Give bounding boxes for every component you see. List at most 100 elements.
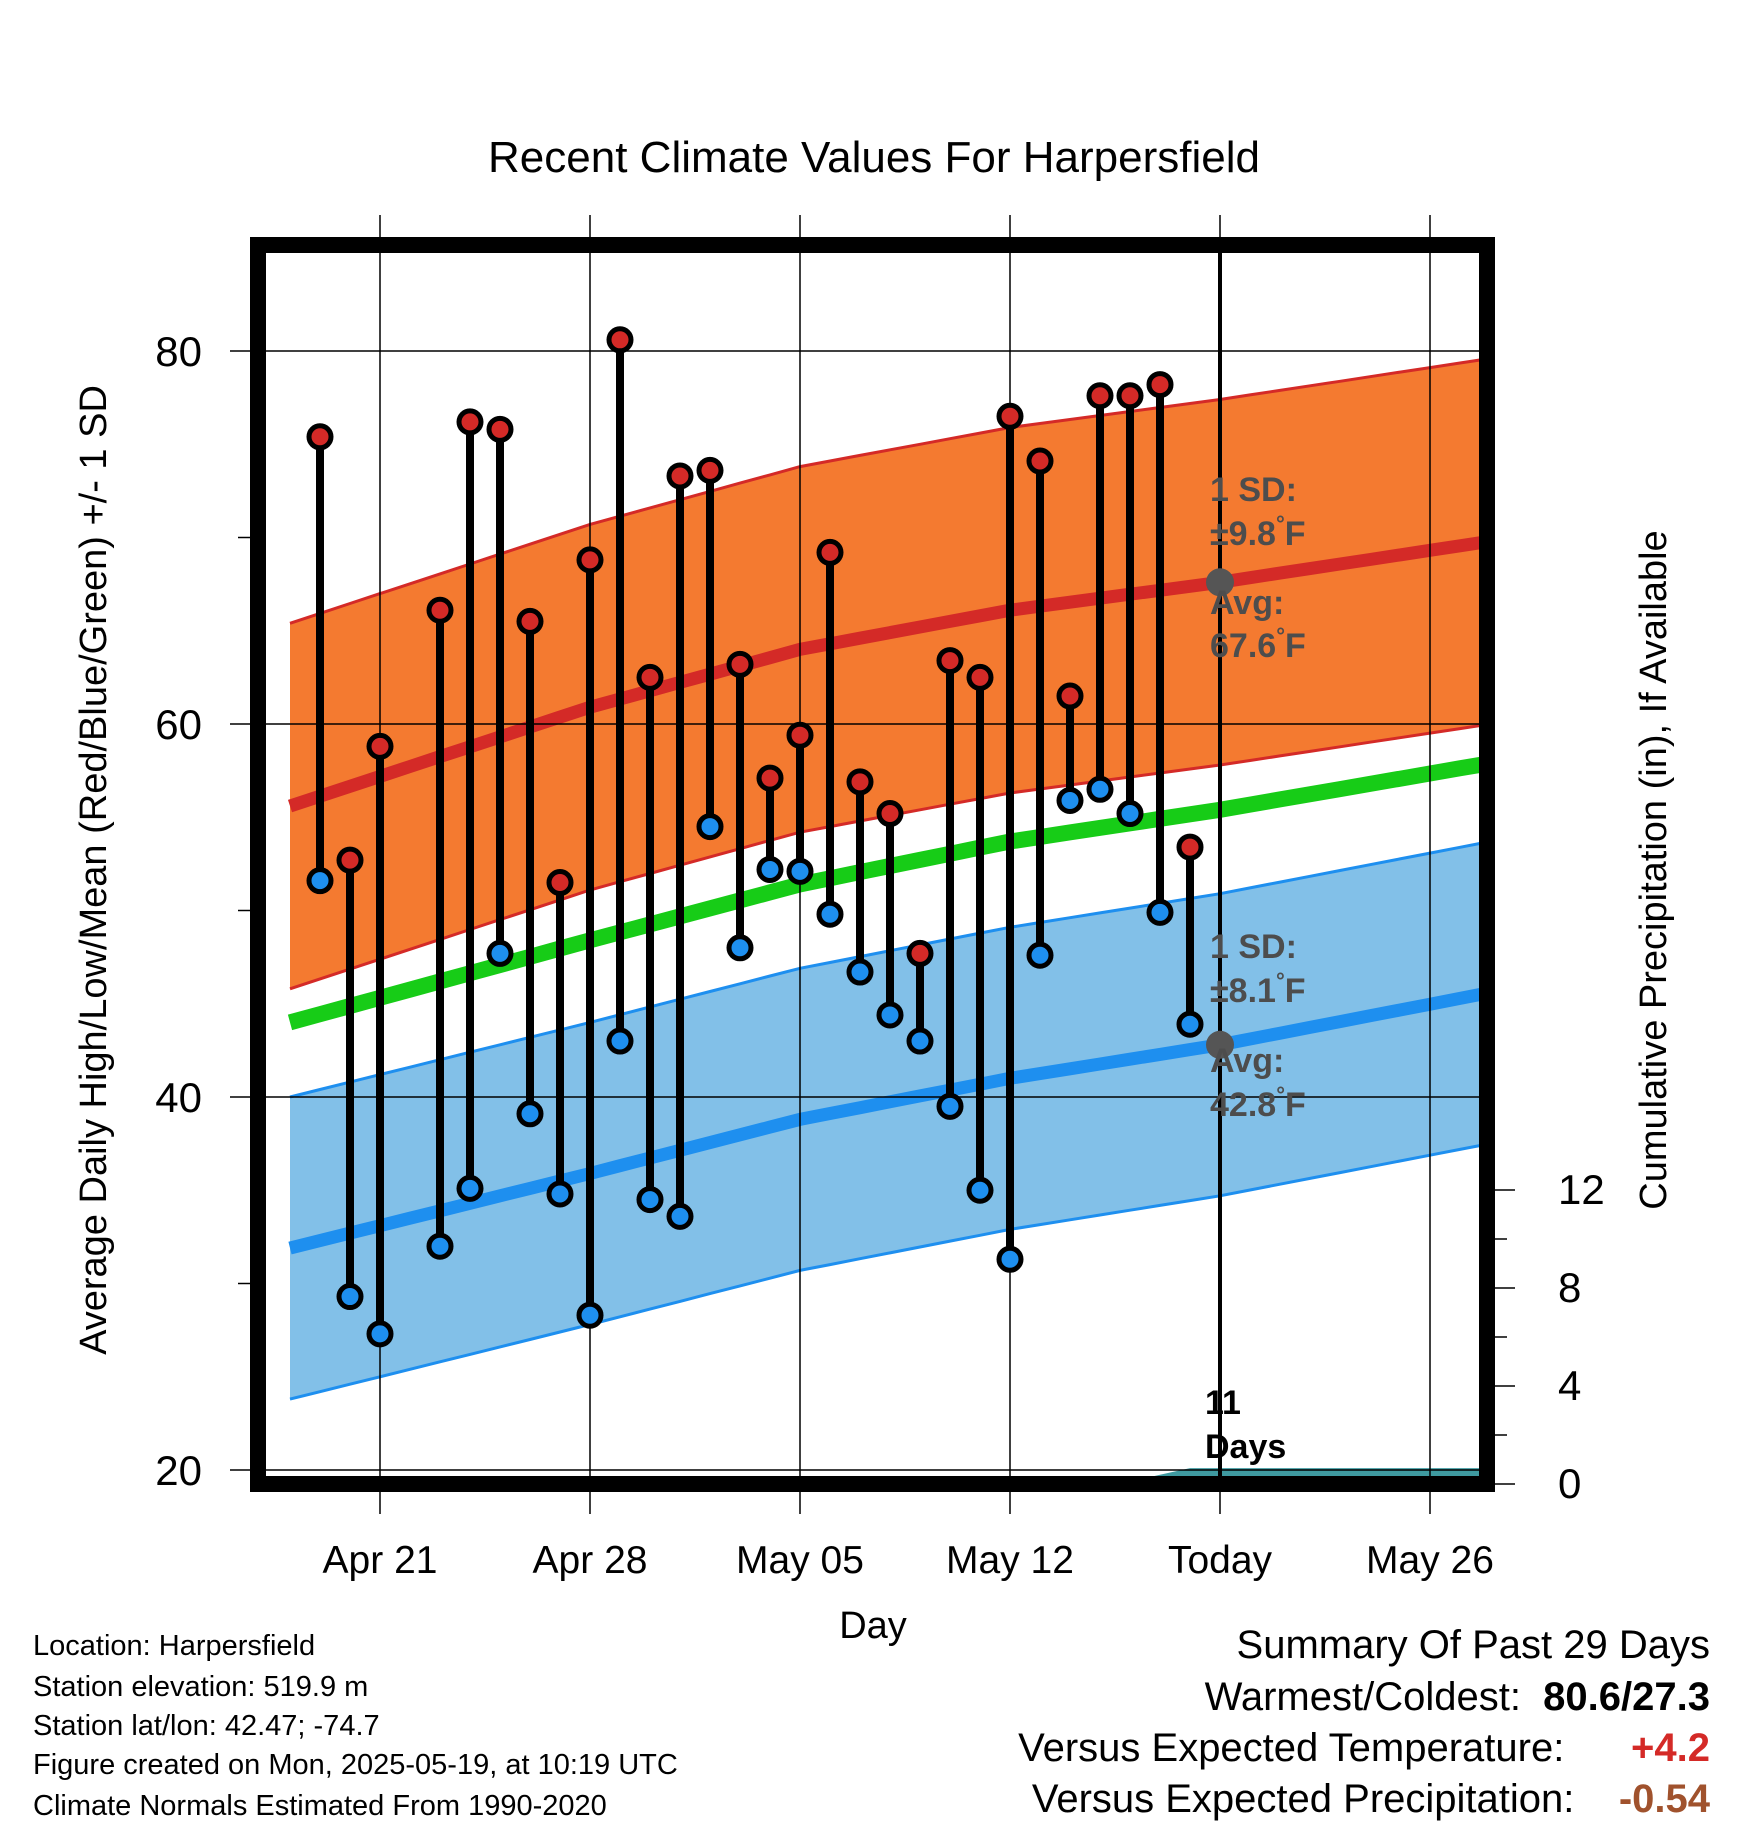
observed-low-point [1056,786,1084,814]
observed-low-point [876,1001,904,1029]
high-avg-annotation-line2: 67.6°F [1210,623,1306,665]
low-avg-annotation-unit: F [1285,1086,1306,1124]
observed-low-point [576,1301,604,1329]
x-tick-label: Apr 28 [533,1539,648,1582]
observed-low-point [846,958,874,986]
y-axis-label: Average Daily High/Low/Mean (Red/Blue/Gr… [73,385,115,1355]
high-avg-annotation-degree: ° [1276,623,1285,648]
created-text: Figure created on Mon, 2025-05-19, at 10… [33,1749,678,1781]
observed-high-point [876,800,904,828]
observed-high-point [336,846,364,874]
low-avg-annotation-line1: Avg: [1210,1042,1284,1080]
observed-low-point [966,1176,994,1204]
observed-high-point [726,650,754,678]
precip-value: -0.54 [1618,1777,1710,1821]
observed-high-point [486,415,514,443]
y-tick-label: 80 [155,328,202,375]
summary-precip-row: Versus Expected Precipitation: -0.54 [1032,1779,1710,1819]
observed-low-point [696,813,724,841]
observed-low-point [366,1320,394,1348]
observed-high-point [966,663,994,691]
y2-tick-label: 12 [1558,1166,1605,1213]
observed-high-point [846,768,874,796]
summary-warmest-row: Warmest/Coldest: 80.6/27.3 [1205,1677,1710,1717]
observed-high-point [816,538,844,566]
observed-high-point [456,408,484,436]
low-sd-annotation-degree: ° [1276,968,1285,993]
observed-high-point [756,764,784,792]
observed-high-point [516,607,544,635]
latlon-text: Station lat/lon: 42.47; -74.7 [33,1710,380,1742]
observed-high-point [1176,833,1204,861]
days-annotation-line2: Days [1205,1428,1286,1466]
observed-high-point [366,732,394,760]
observed-high-point [546,869,574,897]
x-tick-label: May 26 [1366,1539,1494,1582]
y2-tick-label: 8 [1558,1264,1581,1311]
x-axis-label: Day [839,1605,907,1647]
today-low-avg-marker [1206,1030,1234,1059]
observed-low-point [936,1092,964,1120]
observed-low-point [1146,898,1174,926]
precip-label: Versus Expected Precipitation: [1031,1777,1575,1821]
observed-low-point [1026,941,1054,969]
x-tick-label: May 12 [946,1539,1074,1582]
observed-high-point [936,647,964,675]
observed-high-point [786,721,814,749]
observed-low-point [516,1100,544,1128]
observed-low-point [546,1180,574,1208]
observed-high-point [636,663,664,691]
high-avg-annotation-unit: F [1285,627,1306,665]
low-avg-annotation-line2: 42.8°F [1210,1082,1306,1124]
y2-tick-label: 4 [1558,1362,1581,1409]
warmest-value: 80.6/27.3 [1543,1675,1710,1719]
low-sd-annotation-unit: F [1285,972,1306,1010]
observed-high-point [996,402,1024,430]
today-high-avg-marker [1206,568,1234,597]
days-annotation-line1: 11 [1205,1384,1241,1422]
high-upper-sd-line [289,357,1487,625]
summary-temp-row: Versus Expected Temperature: +4.2 [1018,1728,1710,1768]
y-tick-label: 60 [155,701,202,748]
observed-low-point [486,939,514,967]
observed-high-point [1146,371,1174,399]
x-tick-label: May 05 [736,1539,864,1582]
observed-low-point [456,1174,484,1202]
elevation-text: Station elevation: 519.9 m [33,1671,369,1703]
high-sd-annotation-line1: 1 SD: [1210,471,1297,509]
summary-title: Summary Of Past 29 Days [1236,1623,1710,1667]
observed-high-point [666,462,694,490]
observed-high-point [1086,382,1114,410]
observed-low-point [816,900,844,928]
high-avg-annotation-line1: Avg: [1210,584,1284,622]
x-tick-label: Today [1168,1539,1273,1582]
observed-low-point [1176,1010,1204,1038]
y2-axis-label: Cumulative Precipitation (in), If Availa… [1633,530,1675,1209]
observed-high-point [1056,682,1084,710]
observed-high-point [906,939,934,967]
low-avg-line [288,986,1487,1255]
normals-text: Climate Normals Estimated From 1990-2020 [33,1790,607,1822]
observed-low-point [306,867,334,895]
observed-high-point [426,596,454,624]
chart-title: Recent Climate Values For Harpersfield [488,133,1260,182]
location-text: Location: Harpersfield [33,1630,316,1662]
observed-low-point [996,1245,1024,1273]
observed-high-point [1116,382,1144,410]
low-sd-annotation-line1: 1 SD: [1210,928,1297,966]
x-tick-label: Apr 21 [323,1539,438,1582]
observed-low-point [906,1027,934,1055]
warmest-label: Warmest/Coldest: [1204,1675,1521,1719]
plot-frame [250,237,1495,1492]
observed-low-point [666,1202,694,1230]
observed-low-point [1086,775,1114,803]
observed-low-point [726,934,754,962]
observed-high-point [306,423,334,451]
low-lower-sd-line [289,1142,1487,1401]
high-sd-annotation-degree: ° [1276,511,1285,536]
observed-low-point [606,1027,634,1055]
observed-low-point [426,1232,454,1260]
low-sd-annotation-line2: ±8.1°F [1210,968,1306,1010]
